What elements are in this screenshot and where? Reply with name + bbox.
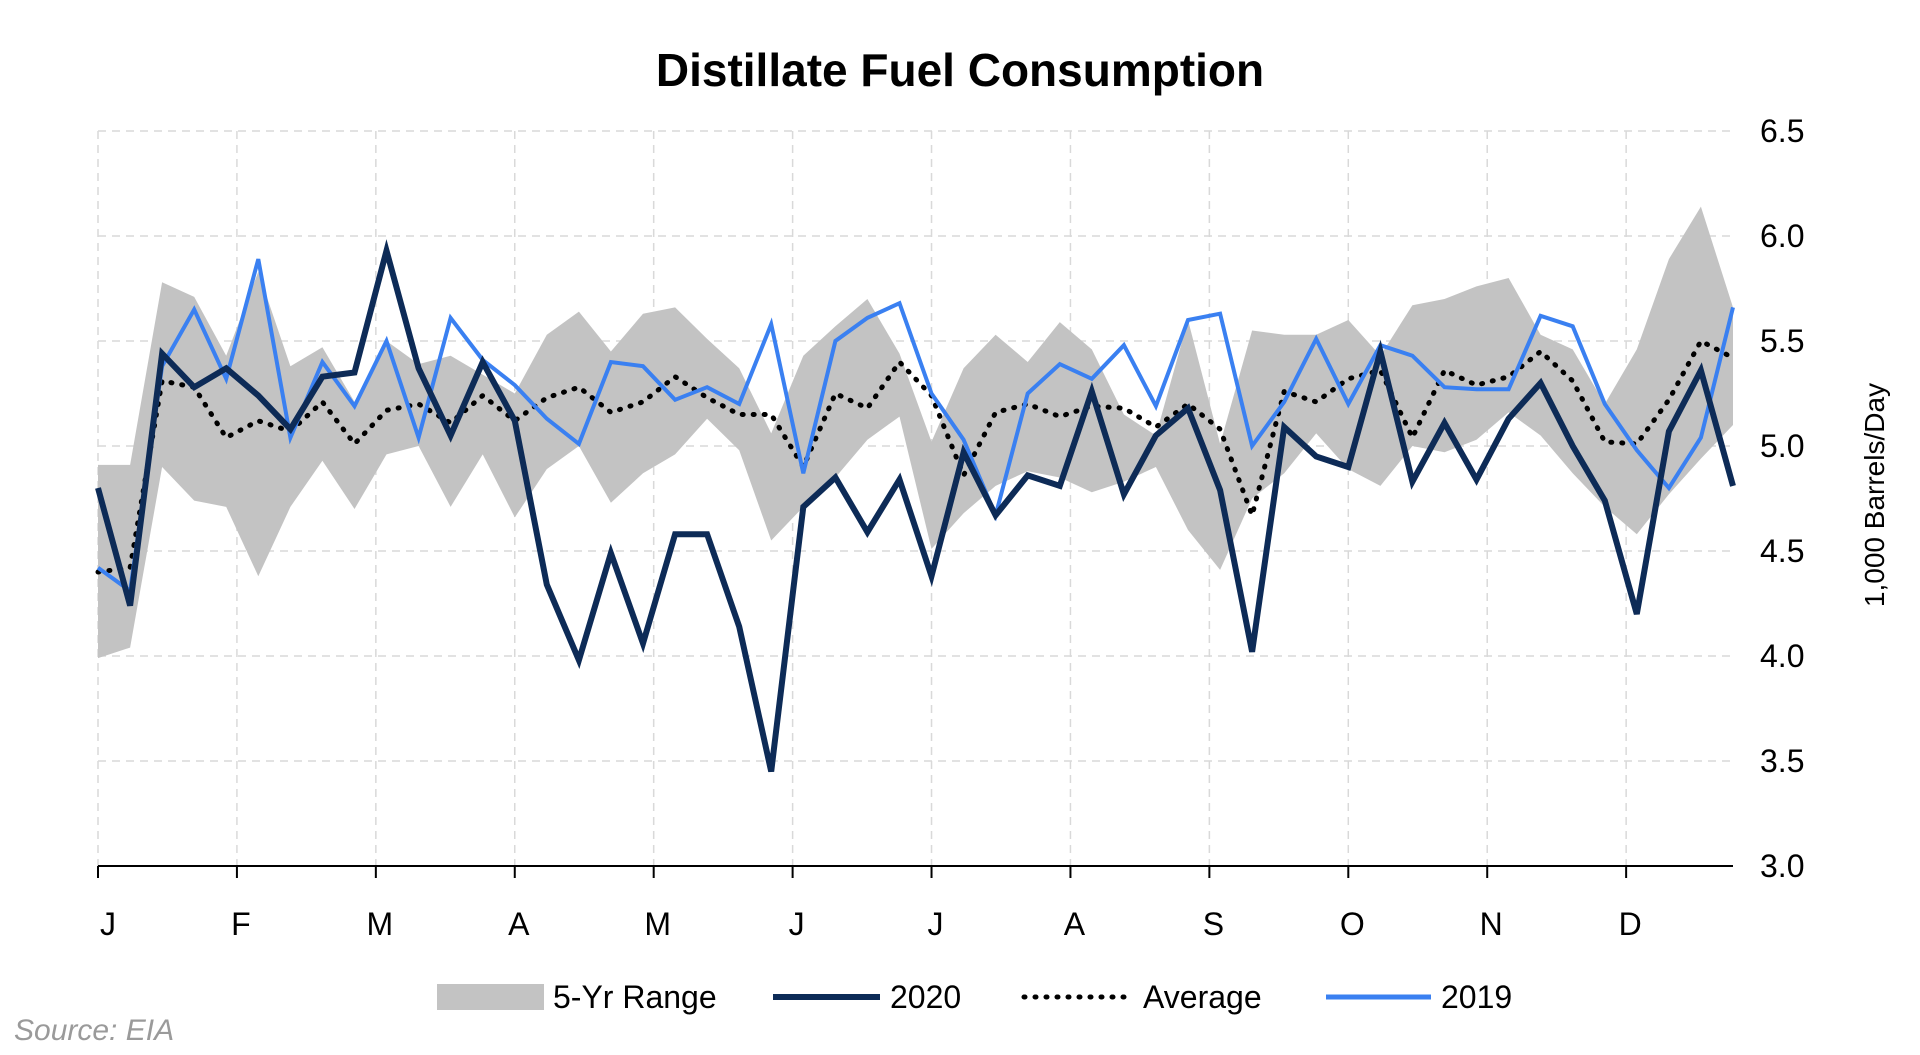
source-note: Source: EIA (14, 1014, 174, 1047)
x-tick-label: M (644, 906, 671, 942)
x-tick-label: N (1480, 906, 1503, 942)
y-tick-label: 3.5 (1760, 743, 1804, 779)
series-line-2020 (95, 239, 1736, 773)
x-tick-label: A (508, 906, 530, 942)
y-tick-label: 6.0 (1760, 218, 1804, 254)
x-tick-label: J (100, 906, 116, 942)
series-line-average (95, 337, 1736, 575)
x-tick-label: F (231, 906, 251, 942)
series-layer (95, 239, 1736, 773)
grid-lines (97, 130, 1733, 866)
x-tick-label: J (789, 906, 805, 942)
legend-label-2019: 2019 (1441, 979, 1512, 1015)
series-line-2019 (96, 258, 1735, 595)
x-tick-label: S (1203, 906, 1224, 942)
range-band (98, 206, 1733, 659)
y-tick-label: 5.5 (1760, 323, 1804, 359)
y-tick-labels: 6.5 6.0 5.5 5.0 4.5 4.0 3.5 3.0 (1760, 113, 1804, 884)
legend: 5-Yr Range 2020 Average 2019 (437, 979, 1512, 1015)
y-tick-label: 4.0 (1760, 638, 1804, 674)
chart-title: Distillate Fuel Consumption (656, 44, 1264, 96)
x-tick-label: D (1619, 906, 1642, 942)
y-tick-label: 5.0 (1760, 428, 1804, 464)
y-tick-label: 4.5 (1760, 533, 1804, 569)
legend-label-range: 5-Yr Range (553, 979, 717, 1015)
x-tick-label: M (367, 906, 394, 942)
range-band-layer (98, 206, 1733, 659)
legend-swatch-range (437, 984, 544, 1010)
legend-label-2020: 2020 (890, 979, 961, 1015)
axis-layer (97, 865, 1733, 878)
legend-label-average: Average (1143, 979, 1262, 1015)
y-tick-label: 6.5 (1760, 113, 1804, 149)
x-tick-label: J (928, 906, 944, 942)
x-tick-label: O (1340, 906, 1365, 942)
x-tick-label: A (1064, 906, 1086, 942)
y-tick-label: 3.0 (1760, 848, 1804, 884)
y-axis-label: 1,000 Barrels/Day (1859, 383, 1890, 607)
